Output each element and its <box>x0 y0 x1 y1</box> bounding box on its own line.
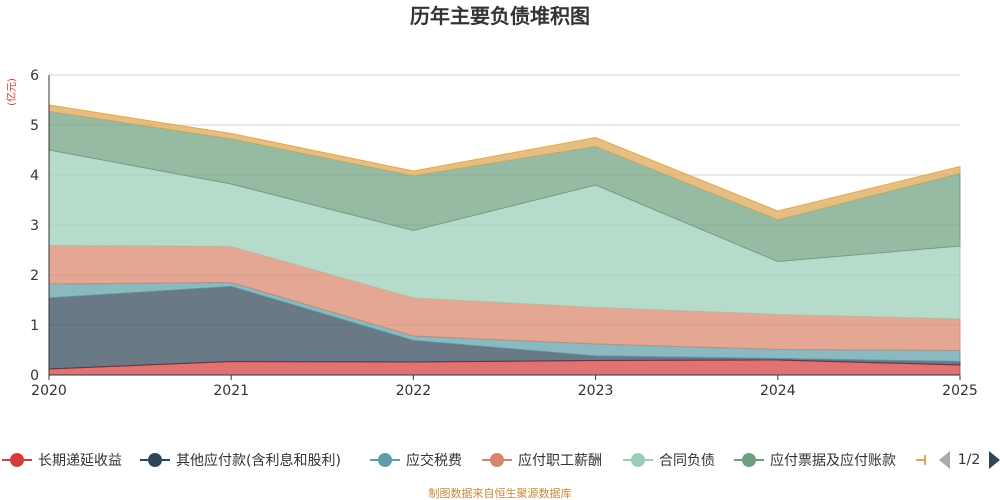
legend-label: 合同负债 <box>659 453 715 469</box>
y-tick-label: 0 <box>30 368 39 384</box>
legend-marker <box>490 453 504 467</box>
legend-marker <box>148 453 162 467</box>
legend-item[interactable]: 应付职工薪酬 <box>482 452 602 469</box>
legend-page-indicator: 1/2 <box>958 452 981 468</box>
data-source-footer: 制图数据来自恒生聚源数据库 <box>429 486 572 500</box>
area-其他负债 <box>48 104 961 221</box>
y-axis-unit: (亿元) <box>5 78 18 106</box>
legend-label: 应付票据及应付账款 <box>770 452 896 469</box>
legend-item[interactable]: 合同负债 <box>623 453 715 469</box>
legend-label: 其他应付款(含利息和股利) <box>176 452 341 469</box>
legend-marker <box>742 453 756 467</box>
x-tick-labels: 2020 2021 2022 2023 2024 2025 <box>31 383 978 399</box>
legend-item[interactable]: 长期递延收益 <box>2 453 122 469</box>
legend-item[interactable]: 应交税费 <box>370 452 462 469</box>
area-series <box>48 104 961 376</box>
legend-item[interactable]: 其他应付款(含利息和股利) <box>140 452 341 469</box>
x-tick-label: 2023 <box>578 383 614 399</box>
legend-item[interactable]: 应付票据及应付账款 <box>734 452 896 469</box>
y-tick-label: 2 <box>30 268 39 284</box>
x-tick-label: 2024 <box>760 383 796 399</box>
legend-marker <box>631 453 645 467</box>
legend-marker <box>10 453 24 467</box>
legend-label: 应交税费 <box>406 452 462 469</box>
x-tick-label: 2021 <box>213 383 249 399</box>
chart-title: 历年主要负债堆积图 <box>410 4 590 28</box>
y-tick-label: 6 <box>30 68 39 84</box>
legend-item-clipped[interactable] <box>916 455 926 465</box>
x-tick-label: 2025 <box>942 383 978 399</box>
y-tick-label: 4 <box>30 168 39 184</box>
legend-label: 长期递延收益 <box>38 453 122 469</box>
legend: 长期递延收益 其他应付款(含利息和股利) 应交税费 应付职工薪酬 合同负债 应付票据及应付… <box>2 452 926 469</box>
chevron-right-icon[interactable] <box>989 451 1000 469</box>
x-tick-label: 2020 <box>31 383 67 399</box>
y-tick-label: 5 <box>30 118 39 134</box>
chevron-left-icon[interactable] <box>939 451 950 469</box>
y-tick-label: 3 <box>30 218 39 234</box>
legend-label: 应付职工薪酬 <box>518 452 602 469</box>
axes <box>48 75 961 380</box>
y-tick-label: 1 <box>30 318 39 334</box>
legend-marker <box>378 453 392 467</box>
y-tick-labels: 0 1 2 3 4 5 6 <box>30 68 39 384</box>
legend-pager: 1/2 <box>939 451 1000 469</box>
legend-marker <box>924 455 926 465</box>
x-tick-label: 2022 <box>396 383 432 399</box>
